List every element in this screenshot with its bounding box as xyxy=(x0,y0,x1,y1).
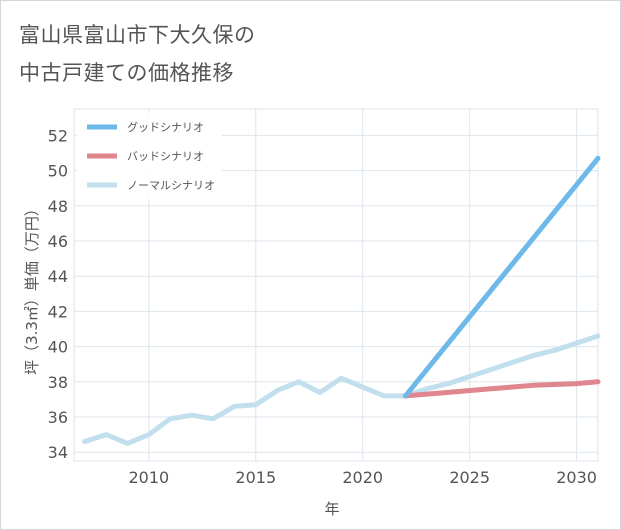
plot-area xyxy=(73,108,599,462)
series-line xyxy=(82,333,601,446)
chart-title-line-1: 富山県富山市下大久保の xyxy=(19,23,256,47)
chart-title-line-2: 中古戸建ての価格推移 xyxy=(19,61,234,85)
plot-border xyxy=(73,108,599,462)
y-axis-title: 坪（3.3㎡）単価（万円） xyxy=(23,201,41,375)
y-axis-ticks: 34 36 38 40 42 44 46 48 50 52 xyxy=(48,126,68,462)
y-tick-label: 36 xyxy=(48,408,68,427)
y-tick-label: 48 xyxy=(48,197,68,216)
y-tick-label: 50 xyxy=(48,162,68,181)
y-tick-label: 52 xyxy=(48,126,68,145)
x-tick-label: 2020 xyxy=(342,468,383,487)
grid-lines xyxy=(74,109,598,461)
x-tick-label: 2025 xyxy=(449,468,490,487)
y-tick-label: 42 xyxy=(48,302,68,321)
legend-label: ノーマルシナリオ xyxy=(127,179,215,192)
y-tick-label: 46 xyxy=(48,232,68,251)
series-lines xyxy=(82,155,601,446)
legend-label: バッドシナリオ xyxy=(127,150,204,163)
x-tick-label: 2030 xyxy=(556,468,597,487)
y-tick-label: 40 xyxy=(48,338,68,357)
y-tick-label: 38 xyxy=(48,373,68,392)
series-line xyxy=(403,155,601,399)
x-axis-title: 年 xyxy=(324,500,339,518)
y-tick-label: 34 xyxy=(48,443,68,462)
y-tick-label: 44 xyxy=(48,267,68,286)
x-axis-ticks: 2010 2015 2020 2025 2030 xyxy=(128,468,596,487)
legend-label: グッドシナリオ xyxy=(127,120,204,134)
series-line xyxy=(403,379,601,399)
x-tick-label: 2010 xyxy=(128,468,169,487)
x-tick-label: 2015 xyxy=(235,468,276,487)
